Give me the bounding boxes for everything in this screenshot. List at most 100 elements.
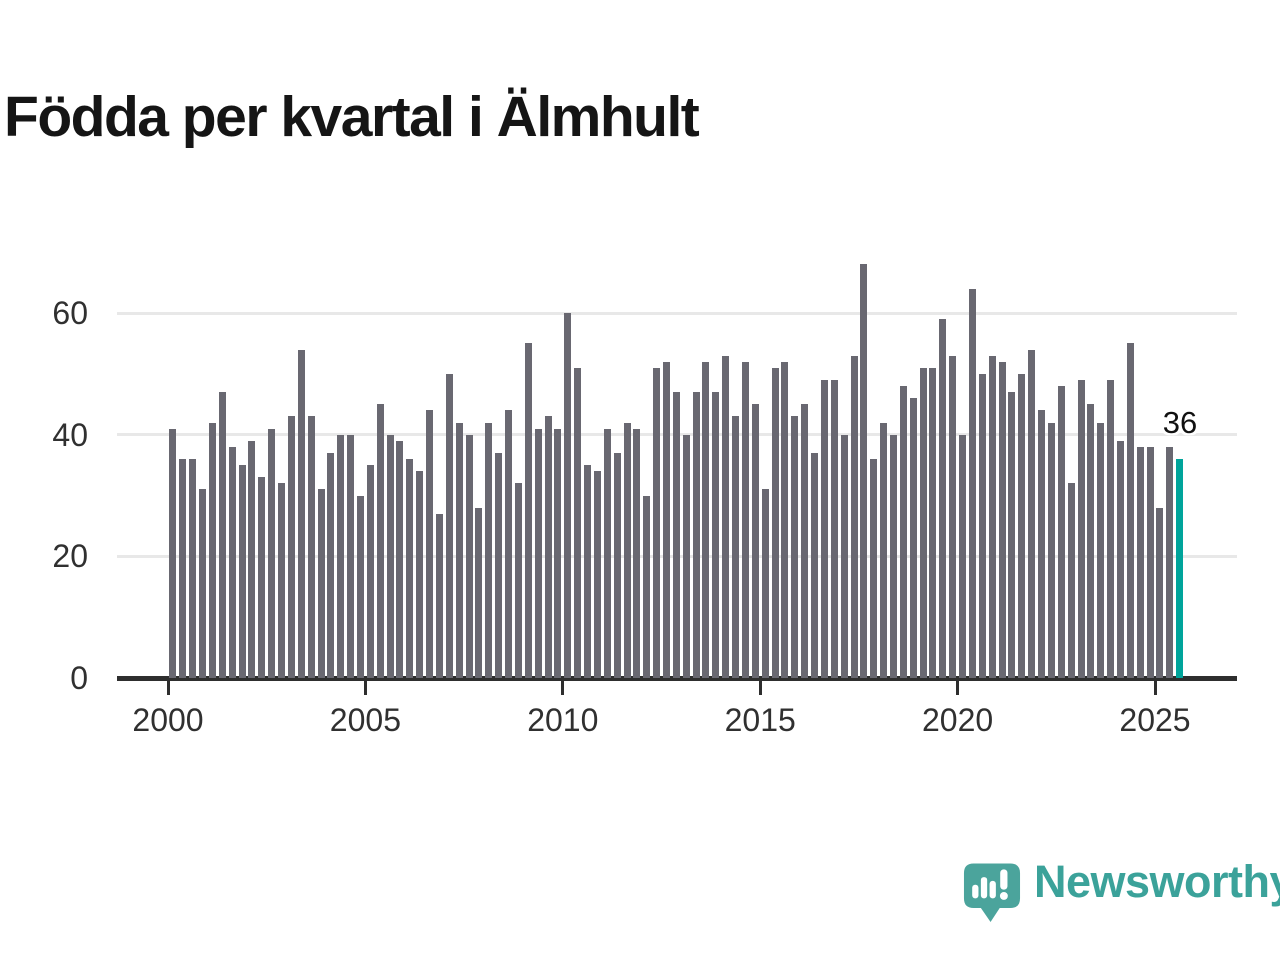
bar (268, 428, 276, 678)
bar (771, 367, 779, 678)
bar (959, 434, 966, 678)
bar (1156, 507, 1164, 678)
bar (870, 459, 878, 678)
gridline (117, 311, 1237, 315)
bar (919, 367, 927, 678)
bar (741, 361, 749, 678)
bar (584, 465, 591, 678)
bar (811, 452, 818, 678)
x-axis-tick-label: 2015 (724, 702, 796, 738)
bar (801, 404, 809, 678)
bar (1067, 483, 1075, 678)
bar (1008, 392, 1016, 678)
bar (475, 507, 483, 678)
bar (939, 319, 947, 678)
bar (1047, 422, 1055, 678)
bar (278, 483, 285, 678)
bar (702, 361, 710, 678)
bar (929, 367, 937, 678)
x-axis-line (117, 676, 1237, 681)
bar (366, 465, 374, 678)
bar (1166, 446, 1174, 678)
bar (1136, 446, 1144, 678)
bar (623, 422, 631, 678)
bar (426, 410, 434, 678)
bar (1028, 349, 1036, 678)
bar (850, 355, 858, 678)
bar (1087, 404, 1095, 678)
bar (1077, 379, 1085, 678)
bar (998, 361, 1006, 678)
bar (889, 434, 897, 678)
bar (761, 489, 769, 678)
bar (1146, 446, 1154, 678)
bar (495, 452, 503, 678)
bar (653, 367, 661, 678)
bar (248, 440, 256, 678)
bar (603, 428, 611, 678)
bar (909, 398, 917, 678)
x-axis-tick-mark (956, 681, 960, 695)
bar (781, 361, 789, 678)
x-axis-tick-mark (363, 681, 367, 695)
bar (1126, 343, 1134, 678)
bar (732, 416, 739, 678)
bar (455, 422, 463, 678)
x-axis-tick-mark (1153, 681, 1157, 695)
bar (357, 495, 364, 678)
bar (376, 404, 384, 678)
bar (406, 459, 414, 678)
bar (880, 422, 888, 678)
bar (169, 428, 177, 678)
x-axis-tick-label: 2000 (132, 702, 204, 738)
y-axis-tick-label: 60 (52, 295, 88, 332)
y-axis-tick-label: 0 (70, 660, 88, 696)
newsworthy-wordmark: Newsworthy (1034, 856, 1280, 907)
bar (574, 367, 582, 678)
bar (485, 422, 493, 678)
bar (544, 416, 552, 678)
bar (238, 465, 246, 678)
bar (988, 355, 996, 678)
x-axis-tick-mark (166, 681, 170, 695)
bar (564, 313, 572, 678)
bar (189, 459, 197, 678)
x-axis-tick-label: 2025 (1119, 702, 1191, 738)
bar (830, 379, 838, 678)
bar (505, 410, 512, 678)
bar (179, 459, 187, 678)
bar (593, 471, 601, 678)
bar (317, 489, 325, 678)
x-axis-tick-label: 2005 (329, 702, 401, 738)
bar (297, 349, 305, 678)
bar (633, 428, 641, 678)
bar (1038, 410, 1045, 678)
chart-title: Födda per kvartal i Älmhult (4, 85, 700, 150)
bar (1107, 379, 1115, 678)
bar (396, 440, 404, 678)
y-axis-tick-label: 40 (52, 416, 88, 453)
x-axis-tick-label: 2010 (527, 702, 599, 738)
bar (514, 483, 522, 678)
bar (692, 392, 700, 678)
x-axis-tick-label: 2020 (922, 702, 994, 738)
bar (949, 355, 957, 678)
highlight-value-label: 36 (1162, 405, 1198, 440)
bar (554, 428, 562, 678)
bar (347, 434, 355, 678)
bar (287, 416, 295, 678)
bar (445, 373, 453, 678)
bar (662, 361, 670, 678)
bar (416, 471, 424, 678)
bar (435, 513, 443, 678)
bar (258, 477, 266, 678)
bar (840, 434, 848, 678)
bar (978, 373, 986, 678)
x-axis-tick-mark (758, 681, 762, 695)
y-axis-tick-label: 20 (52, 538, 88, 575)
bar (751, 404, 759, 678)
bar (712, 392, 720, 678)
bar (820, 379, 828, 678)
bar (672, 392, 680, 678)
